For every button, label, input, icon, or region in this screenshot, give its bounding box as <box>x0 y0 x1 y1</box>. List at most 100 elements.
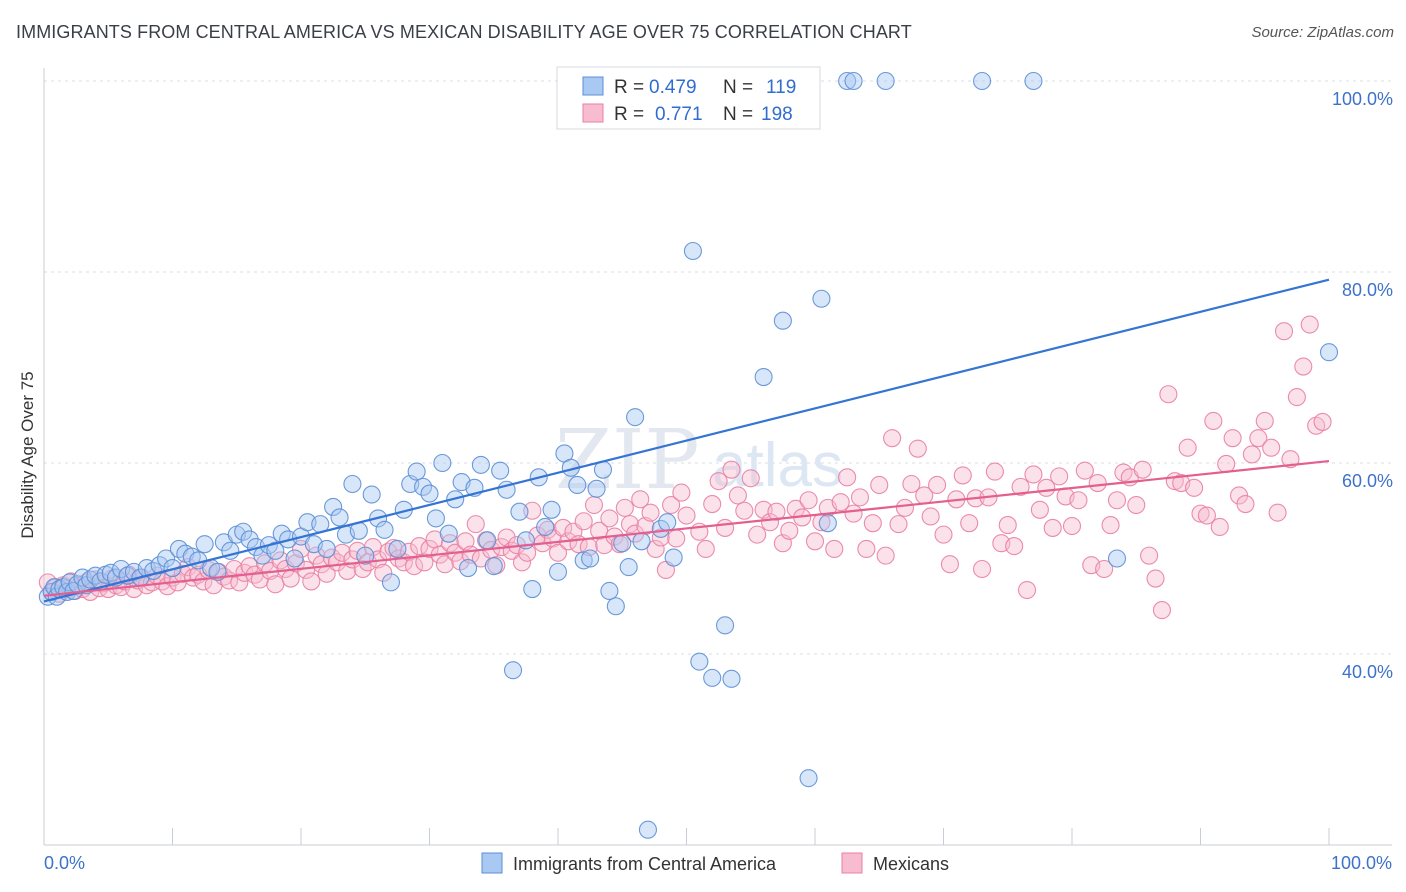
blue-point-117 <box>972 71 992 91</box>
pink-point-120 <box>631 490 650 509</box>
watermark-zip: ZIP <box>555 413 700 508</box>
pink-point-77 <box>410 537 429 556</box>
pink-point-114 <box>600 509 619 528</box>
blue-point-105 <box>690 652 709 671</box>
pink-point-99 <box>523 501 542 520</box>
blue-point-76 <box>484 557 503 576</box>
pink-point-222 <box>1281 450 1300 469</box>
pink-point-154 <box>844 504 863 523</box>
y-tick-label-40: 40.0% <box>1342 662 1393 682</box>
pink-point-139 <box>748 525 767 544</box>
pink-point-79 <box>420 539 439 559</box>
pink-point-219 <box>1262 438 1281 457</box>
blue-point-108 <box>722 669 741 688</box>
blue-point-112 <box>812 289 831 308</box>
blue-point-79 <box>503 661 523 680</box>
pink-point-70 <box>374 563 393 582</box>
blue-point-109 <box>754 367 773 387</box>
blue-point-113 <box>818 514 837 533</box>
chart-title: IMMIGRANTS FROM CENTRAL AMERICA VS MEXIC… <box>16 22 912 42</box>
blue-point-54 <box>343 474 362 494</box>
pink-point-35 <box>194 572 213 591</box>
blue-point-61 <box>388 539 407 559</box>
blue-point-102 <box>658 513 677 532</box>
blue-point-118 <box>1107 549 1127 568</box>
pink-point-203 <box>1159 385 1178 404</box>
pink-point-144 <box>780 521 799 540</box>
blue-point-67 <box>426 509 445 528</box>
blue-point-104 <box>683 241 702 261</box>
y-tick-label-80: 80.0% <box>1342 280 1393 300</box>
pink-point-178 <box>998 516 1017 535</box>
pink-point-121 <box>636 516 655 536</box>
pink-point-138 <box>741 469 760 488</box>
pink-point-190 <box>1075 461 1094 480</box>
blue-point-100 <box>638 820 658 839</box>
pink-point-213 <box>1223 429 1242 448</box>
pink-point-160 <box>883 429 902 448</box>
pink-point-208 <box>1191 504 1210 523</box>
legend-swatch-pink <box>582 103 604 123</box>
blue-point-97 <box>619 558 638 577</box>
blue-point-99 <box>632 532 651 551</box>
bottom-legend-swatch-pink <box>841 852 863 874</box>
pink-point-183 <box>1030 500 1049 519</box>
blue-point-60 <box>381 573 401 592</box>
pink-point-33 <box>184 568 203 587</box>
pink-point-153 <box>838 468 857 487</box>
source-credit: Source: ZipAtlas.com <box>1251 24 1394 41</box>
blue-point-80 <box>510 502 529 521</box>
blue-point-86 <box>548 562 568 581</box>
pink-point-158 <box>870 475 889 495</box>
pink-point-212 <box>1217 454 1236 474</box>
pink-point-210 <box>1204 411 1223 431</box>
pink-point-111 <box>584 495 604 515</box>
pink-point-151 <box>825 539 844 559</box>
pink-point-206 <box>1178 438 1197 457</box>
blue-point-77 <box>491 461 510 480</box>
blue-point-101 <box>651 519 670 538</box>
blue-point-90 <box>574 551 593 570</box>
mexicans-points <box>38 315 1332 620</box>
pink-point-137 <box>735 501 754 520</box>
legend-n-label-pink: N = <box>723 104 753 125</box>
blue-point-45 <box>285 549 304 568</box>
pink-point-167 <box>928 475 947 495</box>
legend-n-value-pink: 198 <box>761 104 793 125</box>
pink-point-216 <box>1242 445 1261 464</box>
pink-point-56 <box>302 572 321 591</box>
pink-point-157 <box>863 514 882 533</box>
pink-point-117 <box>615 498 634 517</box>
blue-trend-line <box>43 278 1330 603</box>
pink-point-82 <box>435 555 454 574</box>
pink-point-171 <box>953 466 972 485</box>
x-tick-label-max: 100.0% <box>1331 853 1392 873</box>
blue-point-110 <box>773 311 792 330</box>
series-legend: Immigrants from Central America Mexicans <box>481 852 949 874</box>
pink-point-105 <box>554 518 573 537</box>
pink-point-168 <box>934 525 953 544</box>
pink-point-122 <box>641 503 660 522</box>
blue-point-52 <box>330 508 349 527</box>
x-tick-label-min: 0.0% <box>44 853 85 873</box>
blue-point-107 <box>715 616 735 635</box>
pink-trend-line <box>43 459 1330 597</box>
pink-point-176 <box>985 462 1004 481</box>
pink-point-135 <box>722 460 741 479</box>
blue-point-119 <box>1024 71 1043 91</box>
pink-point-52 <box>281 569 300 588</box>
pink-point-109 <box>574 512 593 531</box>
y-axis-title: Disability Age Over 75 <box>18 371 37 538</box>
pink-point-225 <box>1300 315 1319 334</box>
pink-point-148 <box>805 532 825 551</box>
blue-point-38 <box>240 530 259 549</box>
blue-point-98 <box>626 408 645 427</box>
blue-point-91 <box>581 549 600 568</box>
blue-point-65 <box>414 477 433 496</box>
pink-point-215 <box>1236 495 1255 514</box>
stats-legend: R = 0.479 N = 119 R = 0.771 N = 198 <box>556 66 821 130</box>
pink-point-118 <box>620 515 640 534</box>
pink-point-182 <box>1024 465 1043 484</box>
pink-point-201 <box>1146 569 1165 588</box>
